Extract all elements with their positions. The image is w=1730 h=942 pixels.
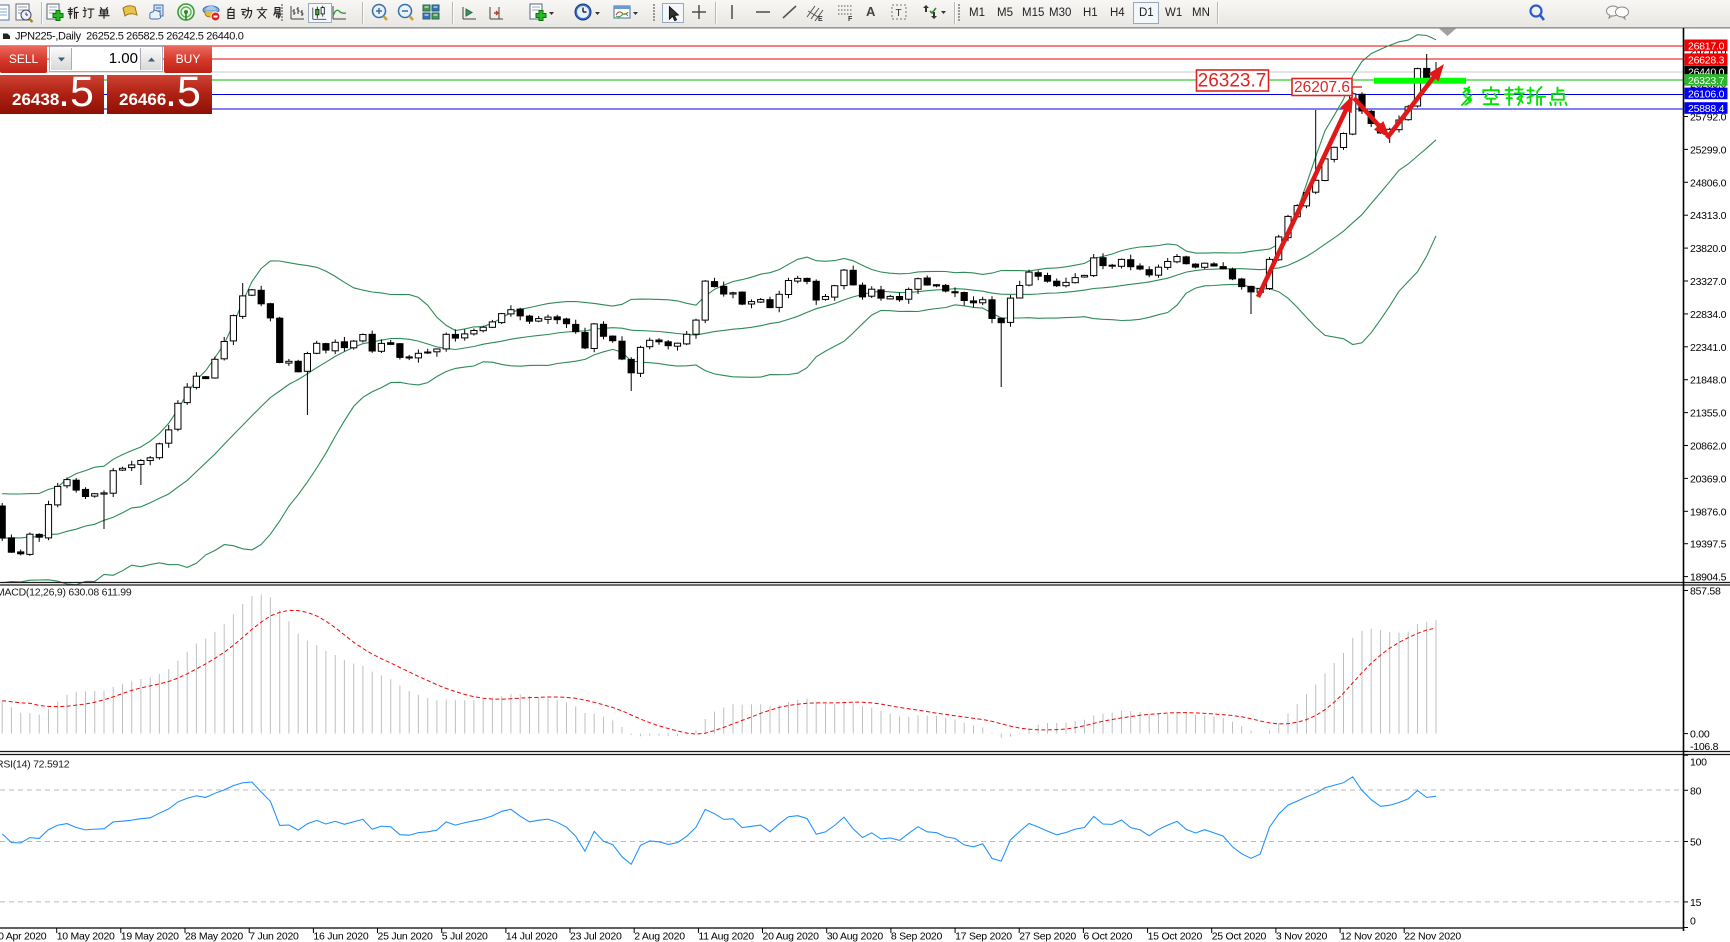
svg-text:30 Apr 2020: 30 Apr 2020 xyxy=(0,931,47,942)
svg-text:19397.5: 19397.5 xyxy=(1690,539,1727,551)
svg-text:23 Jul 2020: 23 Jul 2020 xyxy=(570,931,622,942)
svg-text:20862.0: 20862.0 xyxy=(1690,441,1727,453)
svg-text:8 Sep 2020: 8 Sep 2020 xyxy=(891,931,943,942)
svg-text:21848.0: 21848.0 xyxy=(1690,375,1727,387)
svg-text:20369.0: 20369.0 xyxy=(1690,473,1727,485)
svg-text:7 Jun 2020: 7 Jun 2020 xyxy=(249,931,299,942)
svg-text:19876.0: 19876.0 xyxy=(1690,506,1727,518)
svg-text:E: E xyxy=(818,16,823,23)
svg-text:-106.8: -106.8 xyxy=(1690,741,1719,753)
svg-text:15: 15 xyxy=(1690,897,1702,909)
svg-text:24313.0: 24313.0 xyxy=(1690,210,1727,222)
svg-text:17 Sep 2020: 17 Sep 2020 xyxy=(955,931,1012,942)
svg-text:25299.0: 25299.0 xyxy=(1690,144,1727,156)
svg-text:25792.0: 25792.0 xyxy=(1690,112,1727,124)
svg-text:22 Nov 2020: 22 Nov 2020 xyxy=(1404,931,1461,942)
svg-text:80: 80 xyxy=(1690,785,1702,797)
svg-text:26817.0: 26817.0 xyxy=(1688,41,1725,53)
svg-text:6 Oct 2020: 6 Oct 2020 xyxy=(1083,931,1132,942)
svg-text:12 Nov 2020: 12 Nov 2020 xyxy=(1340,931,1397,942)
svg-text:28 May 2020: 28 May 2020 xyxy=(185,931,243,942)
svg-text:25 Jun 2020: 25 Jun 2020 xyxy=(378,931,433,942)
svg-text:21355.0: 21355.0 xyxy=(1690,408,1727,420)
svg-text:26323.7: 26323.7 xyxy=(1688,75,1725,87)
svg-text:26323.7: 26323.7 xyxy=(1198,71,1267,92)
svg-text:11 Aug 2020: 11 Aug 2020 xyxy=(698,931,754,942)
svg-text:JPN225-,Daily 26252.5 26582.5: JPN225-,Daily 26252.5 26582.5 26242.5 26… xyxy=(15,31,244,43)
svg-text:RSI(14) 72.5912: RSI(14) 72.5912 xyxy=(0,759,70,771)
svg-text:16 Jun 2020: 16 Jun 2020 xyxy=(313,931,368,942)
svg-text:23327.0: 23327.0 xyxy=(1690,276,1727,288)
svg-text:50: 50 xyxy=(1690,837,1702,849)
svg-text:26207.6: 26207.6 xyxy=(1294,79,1350,96)
svg-text:MACD(12,26,9) 630.08 611.99: MACD(12,26,9) 630.08 611.99 xyxy=(0,587,132,599)
svg-text:5 Jul 2020: 5 Jul 2020 xyxy=(442,931,488,942)
svg-text:26628.3: 26628.3 xyxy=(1688,54,1725,66)
svg-text:10 May 2020: 10 May 2020 xyxy=(57,931,115,942)
svg-text:100: 100 xyxy=(1690,756,1707,768)
svg-text:857.58: 857.58 xyxy=(1690,586,1721,598)
svg-text:0.00: 0.00 xyxy=(1690,729,1710,741)
svg-text:15 Oct 2020: 15 Oct 2020 xyxy=(1148,931,1203,942)
svg-text:22341.0: 22341.0 xyxy=(1690,342,1727,354)
svg-text:14 Jul 2020: 14 Jul 2020 xyxy=(506,931,558,942)
svg-text:22834.0: 22834.0 xyxy=(1690,309,1727,321)
svg-text:F: F xyxy=(848,16,853,23)
svg-text:25888.4: 25888.4 xyxy=(1688,103,1725,115)
svg-text:19 May 2020: 19 May 2020 xyxy=(121,931,179,942)
svg-text:24806.0: 24806.0 xyxy=(1690,177,1727,189)
svg-text:2 Aug 2020: 2 Aug 2020 xyxy=(634,931,685,942)
svg-text:18904.5: 18904.5 xyxy=(1690,572,1727,584)
svg-text:27 Sep 2020: 27 Sep 2020 xyxy=(1019,931,1076,942)
svg-text:20 Aug 2020: 20 Aug 2020 xyxy=(763,931,820,942)
svg-text:3 Nov 2020: 3 Nov 2020 xyxy=(1276,931,1328,942)
svg-text:25 Oct 2020: 25 Oct 2020 xyxy=(1212,931,1267,942)
svg-text:26106.0: 26106.0 xyxy=(1688,89,1725,101)
svg-text:23820.0: 23820.0 xyxy=(1690,243,1727,255)
svg-text:T: T xyxy=(896,8,902,19)
svg-text:0: 0 xyxy=(1690,916,1696,928)
svg-text:30 Aug 2020: 30 Aug 2020 xyxy=(827,931,884,942)
